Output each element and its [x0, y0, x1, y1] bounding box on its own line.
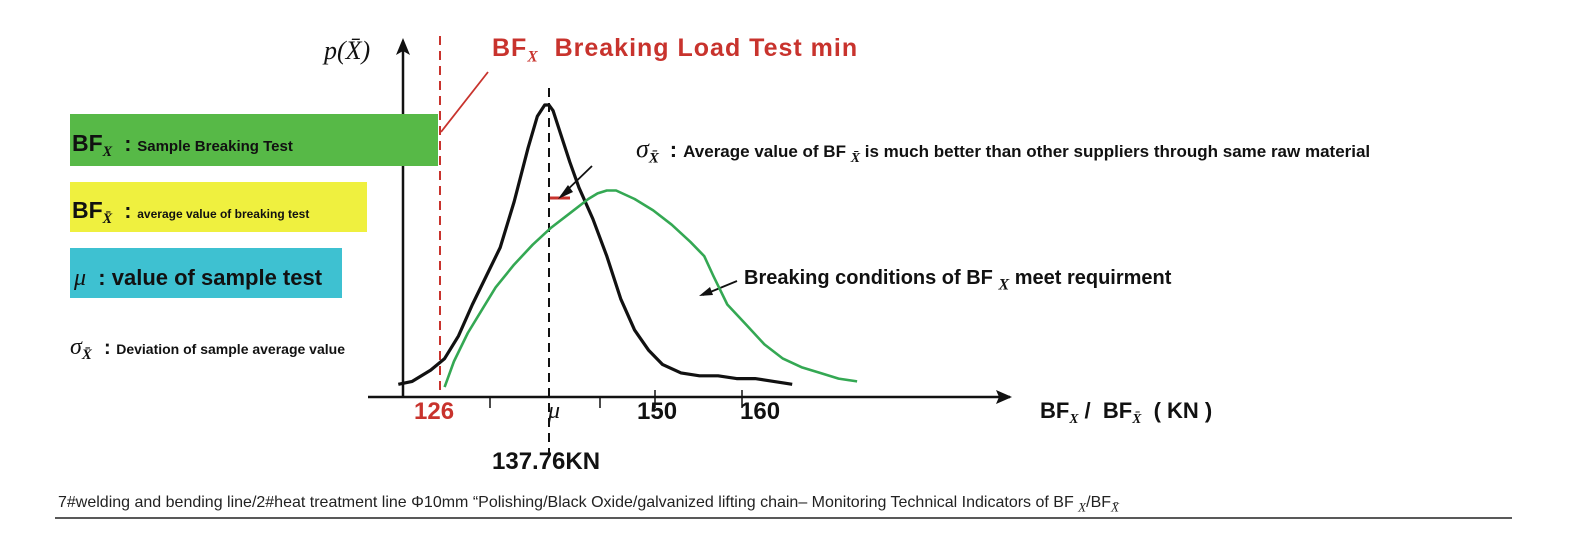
legend-mu-box [70, 248, 342, 298]
legend-bfx-box [70, 114, 438, 166]
legend-mu-label: μ : value of sample test [74, 265, 323, 291]
curve-bf-x [443, 189, 858, 388]
legend-bfxbar-label: BFX̄ : average value of breaking test [72, 197, 310, 227]
x-axis-label: BFX / BFX̄ ( KN ) [1040, 398, 1213, 426]
x-tick-126: 126 [414, 398, 455, 425]
x-axis-arrowhead [996, 390, 1012, 404]
green-pointer-head [699, 287, 713, 296]
green-curve-note: Breaking conditions of BF X meet requirm… [744, 267, 1172, 294]
mean-value-label: 137.76KN [492, 448, 601, 475]
y-axis-arrowhead [396, 38, 410, 55]
min-label-leader [440, 71, 489, 133]
y-axis-label: p(X̄) [324, 36, 371, 65]
footer-caption: 7#welding and bending line/2#heat treatm… [58, 494, 1119, 515]
legend-bfx-label: BFX : Sample Breaking Test [72, 130, 293, 160]
sigma-note: σX̄ : Average value of BF X̄ is much bet… [636, 134, 1371, 167]
x-tick-150: 150 [637, 398, 678, 425]
x-tick-160: 160 [740, 398, 781, 425]
legend-sigma-label: σX̄ : Deviation of sample average value [70, 334, 345, 364]
sigma-pointer-head [558, 185, 573, 199]
min-threshold-label: BFX Breaking Load Test min [492, 34, 859, 66]
x-tick-mu: μ [548, 398, 561, 424]
curve-bf-xbar [397, 103, 793, 386]
legend-bfxbar-box [70, 182, 367, 232]
